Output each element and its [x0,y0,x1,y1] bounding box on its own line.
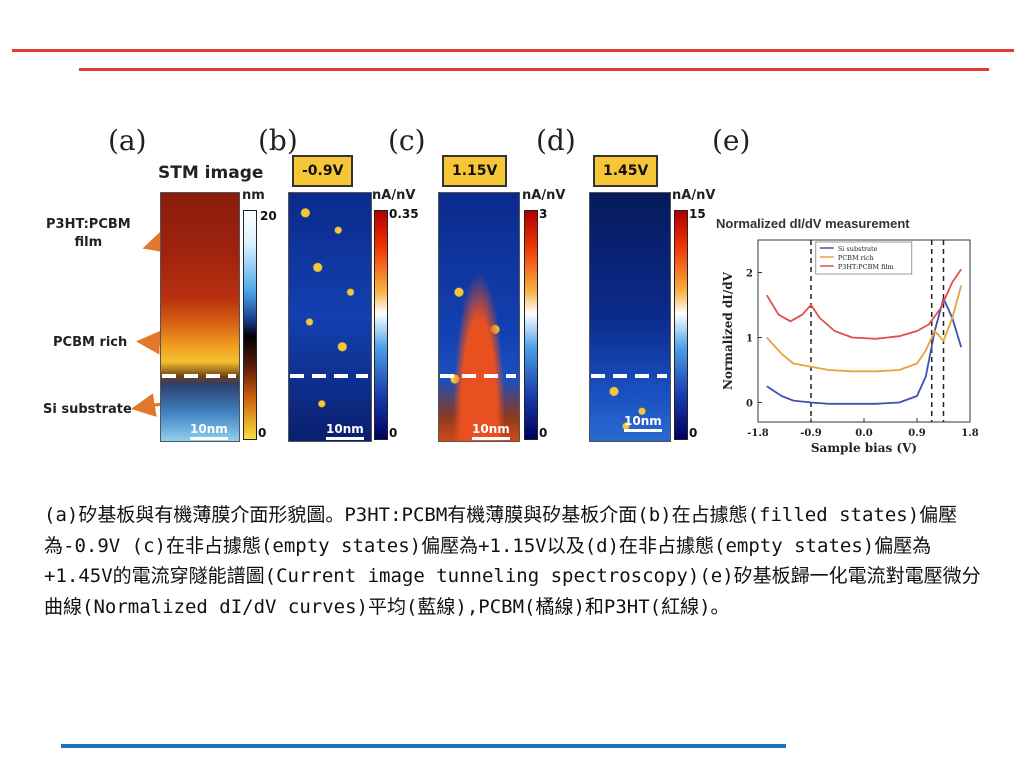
second-red-rule [79,68,989,71]
colorbar-c [524,210,538,440]
scale-label-c: 10nm [472,422,510,436]
cbar-max-d: 15 [689,207,706,221]
interface-dashed-line-b [290,374,368,378]
stm-image-title: STM image [158,163,264,183]
panel-label-a: (a) [108,124,147,157]
x-tick-label-2: 0.0 [855,428,872,439]
bias-badge-d: 1.45V [593,155,659,187]
unit-d: nA/nV [672,188,716,203]
legend-label-0: Si substrate [838,245,878,253]
scale-bar-c: 10nm [472,422,510,440]
unit-b: nA/nV [372,188,416,203]
bias-badge-b: -0.9V [292,155,354,187]
x-tick-label-0: -1.8 [747,428,769,439]
interface-dashed-line-c [440,374,516,378]
series-line-1 [766,285,963,373]
label-pcbm-rich: PCBM rich [53,335,128,350]
series-line-2 [766,268,962,340]
colorbar-a [243,210,257,440]
interface-dashed-line-d [591,374,667,378]
cbar-min-a: 0 [258,426,267,440]
current-image-panel-c [438,192,520,442]
current-image-panel-b [288,192,372,442]
scale-label-a: 10nm [190,422,228,436]
cbar-min-c: 0 [539,426,548,440]
scale-bar-b: 10nm [326,422,364,440]
unit-a: nm [242,188,265,203]
panel-label-b: (b) [258,124,298,157]
panel-label-d: (d) [536,124,576,157]
stm-image-panel [160,192,240,442]
scale-bar-a: 10nm [190,422,228,440]
label-film: P3HT:PCBM film [46,217,131,250]
x-axis-label: Sample bias (V) [811,441,917,455]
panel-label-e: (e) [712,124,751,157]
cbar-max-b: 0.35 [389,207,419,221]
cbar-max-a: 20 [260,209,277,223]
colorbar-d [674,210,688,440]
unit-c: nA/nV [522,188,566,203]
cbar-min-b: 0 [389,426,398,440]
bottom-blue-rule [61,744,786,748]
scale-label-d: 10nm [624,414,662,428]
y-tick-label-1: 1 [746,334,753,345]
label-si-substrate: Si substrate [43,402,132,417]
panel-label-c: (c) [388,124,426,157]
legend-label-2: P3HT:PCBM film [838,263,894,271]
top-red-rule [12,49,1014,52]
cbar-max-c: 3 [539,207,548,221]
y-axis-label: Normalized dI/dV [721,271,735,390]
y-tick-label-2: 2 [746,269,753,280]
scale-label-b: 10nm [326,422,364,436]
x-tick-label-4: 1.8 [961,428,978,439]
chart-title: Normalized dI/dV measurement [716,216,910,231]
interface-dashed-line-a [162,374,236,378]
figure-caption: (a)矽基板與有機薄膜介面形貌圖。P3HT:PCBM有機薄膜與矽基板介面(b)在… [44,504,981,618]
x-tick-label-3: 0.9 [908,428,925,439]
bias-badge-c: 1.15V [442,155,508,187]
cbar-min-d: 0 [689,426,698,440]
scale-bar-d: 10nm [624,414,662,432]
current-image-panel-d [589,192,671,442]
legend-label-1: PCBM rich [838,254,874,262]
colorbar-b [374,210,388,440]
didv-chart: Normalized dI/dV measurement -1.8 -0.9 0.0 0… [716,216,979,455]
y-tick-label-0: 0 [746,399,753,410]
x-tick-label-1: -0.9 [800,428,822,439]
